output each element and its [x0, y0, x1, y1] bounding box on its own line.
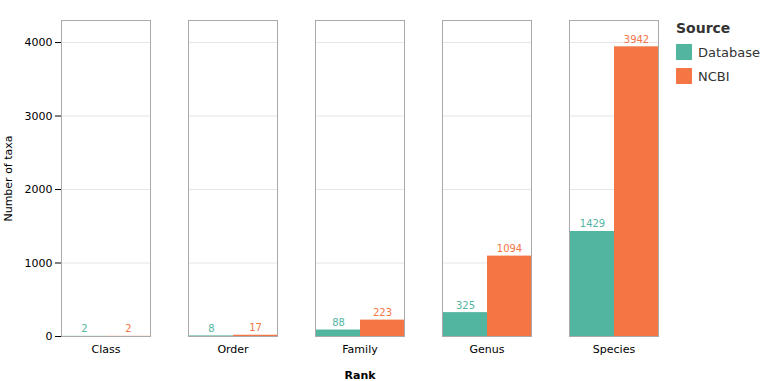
svg-text:1429: 1429 — [580, 218, 605, 229]
svg-text:2000: 2000 — [25, 183, 53, 196]
svg-text:223: 223 — [373, 307, 392, 318]
svg-text:1000: 1000 — [25, 257, 53, 270]
svg-text:Family: Family — [342, 343, 378, 356]
svg-text:3942: 3942 — [624, 34, 649, 45]
html-text:Database: Database — [698, 44, 760, 60]
svg-text:325: 325 — [456, 300, 475, 311]
svg-text:1094: 1094 — [497, 243, 522, 254]
svg-text:88: 88 — [332, 317, 345, 328]
svg-text:2: 2 — [81, 323, 87, 334]
svg-text:3000: 3000 — [25, 110, 53, 123]
svg-text:Genus: Genus — [470, 343, 505, 356]
svg-text:Number of taxa: Number of taxa — [2, 135, 15, 221]
svg-text:Rank: Rank — [344, 369, 376, 381]
svg-text:Species: Species — [593, 343, 636, 356]
svg-text:4000: 4000 — [25, 36, 53, 49]
svg-text:Order: Order — [217, 343, 249, 356]
html-text:Source: Source — [676, 20, 731, 36]
svg-text:Class: Class — [92, 343, 121, 356]
html-text:NCBI: NCBI — [698, 68, 730, 84]
svg-text:8: 8 — [208, 323, 214, 334]
svg-text:17: 17 — [249, 322, 262, 333]
svg-text:2: 2 — [125, 323, 131, 334]
svg-text:0: 0 — [46, 330, 53, 343]
